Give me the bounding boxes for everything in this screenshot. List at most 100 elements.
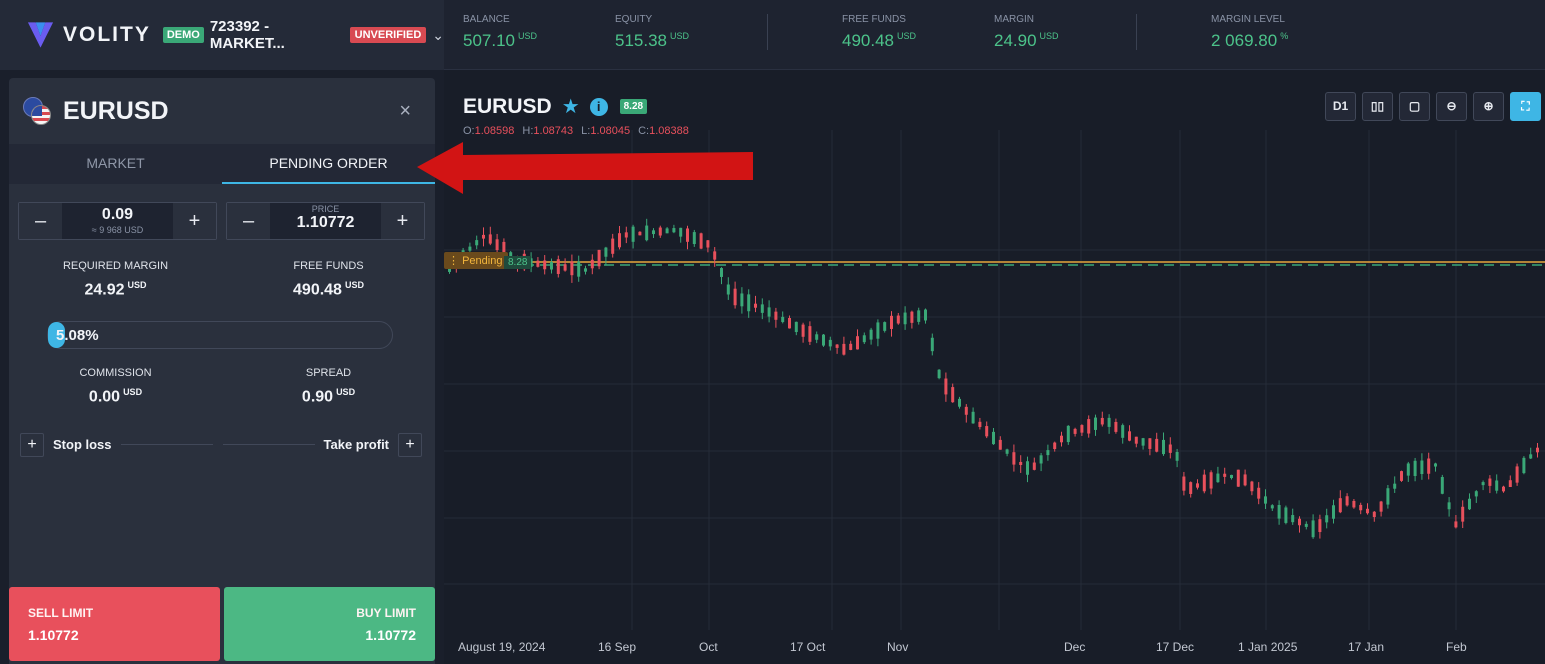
candle-body [781,316,785,323]
margin-stat: MARGIN 24.90 USD [994,14,1059,50]
candle-body [1400,471,1403,481]
candle-body [1481,482,1485,486]
info-icon[interactable]: i [589,97,608,116]
candle-body [1427,458,1431,474]
candle-body [570,261,574,276]
price-stepper: – PRICE 1.10772 + [226,202,425,240]
candle-body [502,241,506,259]
candle-body [1536,447,1539,453]
candle-body [978,421,982,427]
candle-body [767,307,771,317]
sl-tp-row: + Stop loss Take profit + [20,432,423,457]
x-axis-label: August 19, 2024 [458,640,546,654]
candle-body [706,240,710,248]
candle-body [774,311,778,320]
candle-body [645,225,649,241]
candle-body [556,259,560,274]
draw-shape-icon[interactable]: ▢ [1399,92,1430,121]
equity-stat: EQUITY 515.38 USD [615,14,690,50]
candle-body [1100,417,1104,425]
candle-body [917,310,921,322]
candle-body [1236,469,1240,487]
candle-body [1386,488,1390,505]
candle-body [1345,496,1349,506]
candle-body [1073,428,1077,434]
candle-body [726,284,730,295]
candle-body [1372,511,1376,518]
candle-body [1202,474,1206,492]
candlestick-chart[interactable] [444,70,1545,664]
candle-body [652,230,655,235]
annotation-arrow-icon [417,142,753,194]
candle-body [1284,507,1288,523]
account-switcher[interactable]: VOLITY DEMO 723392 - MARKET... UNVERIFIE… [0,0,444,70]
candle-body [1325,515,1329,523]
candle-body [883,322,887,331]
chevron-down-icon[interactable]: ⌄ [432,26,444,43]
take-profit-label: Take profit [323,437,390,453]
add-take-profit-button[interactable]: + [398,432,423,457]
candle-body [597,249,601,267]
candle-body [930,337,934,352]
candle-body [590,259,594,269]
candle-body [631,226,635,242]
pending-order-tag[interactable]: ⋮ Pending [444,252,509,269]
volume-decrease-button[interactable]: – [19,203,62,239]
candle-body [638,231,642,236]
candle-body [488,234,492,244]
candle-body [658,227,662,236]
chart-symbol: EURUSD [463,94,552,118]
timeframe-button[interactable]: D1 [1325,92,1356,121]
candles-icon[interactable]: ▯▯ [1362,92,1393,121]
spread-badge: 8.28 [619,99,648,114]
tab-market[interactable]: MARKET [86,155,145,171]
candle-body [896,315,900,324]
candle-body [1311,520,1315,538]
candle-body [1223,473,1227,477]
candle-body [495,239,499,251]
candle-body [1461,506,1465,522]
candle-body [1182,476,1186,491]
chart-header: EURUSD ★ i 8.28 [463,94,648,119]
sell-limit-button[interactable]: SELL LIMIT 1.10772 [9,587,220,661]
candle-body [1060,435,1063,443]
x-axis-label: Oct [699,640,718,654]
fit-screen-icon[interactable]: ⛶ [1510,92,1541,121]
star-icon[interactable]: ★ [561,96,580,118]
volume-input[interactable]: 0.09 ≈ 9 968 USD [62,203,173,239]
candle-body [835,344,839,348]
candle-body [958,398,961,407]
close-icon[interactable]: × [399,100,411,122]
zoom-out-icon[interactable]: ⊖ [1436,92,1467,121]
candle-body [1338,498,1342,513]
demo-badge: DEMO [162,27,204,43]
margin-usage-slider[interactable]: 5.08% [47,321,393,350]
candle-body [876,322,880,339]
volume-increase-button[interactable]: + [173,203,216,239]
candle-body [1332,505,1335,519]
price-decrease-button[interactable]: – [227,203,270,239]
free-funds: FREE FUNDS 490.48 USD [293,260,364,299]
input-steppers: – 0.09 ≈ 9 968 USD + – PRICE 1.10772 + [9,184,435,240]
tab-pending-order[interactable]: PENDING ORDER [222,144,435,184]
zoom-in-icon[interactable]: ⊕ [1473,92,1504,121]
candle-body [665,228,669,234]
x-axis-label: 17 Dec [1156,640,1195,654]
candle-body [1107,417,1111,427]
pending-order-value: 8.28 [504,256,532,269]
divider [767,14,768,50]
candle-body [1495,480,1499,491]
buy-limit-button[interactable]: BUY LIMIT 1.10772 [224,587,435,661]
price-input[interactable]: PRICE 1.10772 [270,203,381,239]
candle-body [1114,421,1118,432]
add-stop-loss-button[interactable]: + [20,432,44,457]
price-increase-button[interactable]: + [381,203,424,239]
candle-body [672,228,676,233]
candle-body [1196,483,1199,488]
candle-body [692,232,696,245]
candle-body [849,343,853,350]
x-axis-label: Nov [887,640,909,654]
panel-symbol: EURUSD [63,96,169,125]
candle-body [624,232,628,238]
candle-body [1080,425,1084,433]
